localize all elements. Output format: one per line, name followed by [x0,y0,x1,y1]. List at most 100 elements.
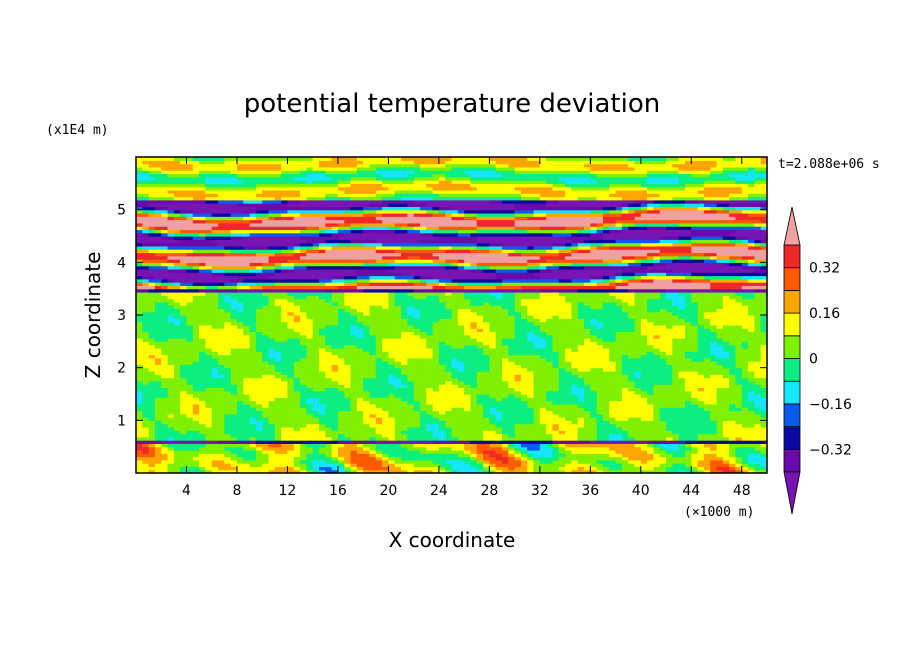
field-cell [287,403,295,408]
field-cell [754,334,762,339]
field-cell [375,311,383,316]
field-cell [684,387,692,392]
field-cell [432,321,440,326]
field-cell [565,364,572,369]
field-cell [584,433,591,438]
field-cell [230,449,238,454]
field-cell [729,407,737,412]
field-cell [401,364,408,369]
field-cell [230,443,238,448]
field-cell [527,311,535,316]
field-cell [514,338,522,342]
field-cell [154,361,162,365]
field-cell [255,397,263,402]
field-cell [363,410,371,415]
field-cell [205,384,213,389]
field-cell [602,344,610,349]
field-cell [647,469,655,474]
field-cell [255,377,263,382]
field-cell [136,443,143,448]
field-cell [470,318,478,323]
field-cell [192,400,200,405]
field-cell [186,453,194,458]
field-cell [666,338,673,342]
field-cell [735,449,743,454]
field-cell [691,354,699,359]
field-cell [173,420,181,425]
field-cell [350,367,358,372]
field-cell [558,394,566,398]
field-cell [672,466,680,471]
field-cell [489,331,497,336]
field-cell [356,311,364,316]
field-cell [602,357,610,362]
field-cell [369,364,377,369]
field-cell [230,403,238,408]
field-cell [382,426,389,431]
field-cell [413,430,421,435]
field-cell [426,347,434,352]
field-cell [552,308,560,313]
field-cell [438,407,446,412]
field-cell [571,433,579,438]
field-cell [495,311,503,316]
field-cell [388,374,396,379]
field-cell [192,338,200,342]
field-cell [243,430,251,435]
field-cell [577,384,585,389]
field-cell [451,449,459,454]
field-cell [186,311,194,316]
field-cell [457,440,465,444]
field-cell [199,423,207,428]
field-cell [722,417,730,421]
field-cell [161,374,169,379]
field-cell [584,324,591,329]
field-cell [274,459,282,464]
field-cell [546,459,554,464]
field-cell [363,443,371,448]
field-cell [684,334,692,339]
field-cell [716,469,724,474]
field-cell [628,436,636,441]
field-cell [508,403,516,408]
field-cell [167,440,175,444]
field-cell [539,430,547,435]
field-cell [628,443,636,448]
field-cell [344,446,352,451]
field-cell [350,426,358,431]
field-cell [596,328,604,333]
field-cell [281,308,289,313]
field-cell [716,436,724,441]
field-cell [584,446,591,451]
field-cell [741,430,749,435]
field-cell [281,387,289,392]
field-cell [142,463,150,468]
field-cell [615,324,623,329]
field-cell [192,469,200,474]
field-cell [508,397,516,402]
field-cell [419,463,427,468]
field-cell [186,321,194,326]
field-cell [375,364,383,369]
field-cell [236,463,244,468]
field-cell [148,459,156,464]
field-cell [230,357,238,362]
field-cell [419,417,427,421]
field-cell [230,466,238,471]
field-cell [520,357,528,362]
field-cell [205,315,213,319]
field-cell [167,347,175,352]
field-cell [527,315,535,319]
field-cell [684,397,692,402]
field-cell [413,354,421,359]
field-cell [255,361,263,365]
field-cell [192,384,200,389]
field-cell [205,367,213,372]
field-cell [476,394,484,398]
field-cell [489,410,497,415]
field-cell [432,449,440,454]
field-cell [590,374,598,379]
field-cell [287,380,295,385]
field-cell [552,410,560,415]
field-cell [142,403,150,408]
